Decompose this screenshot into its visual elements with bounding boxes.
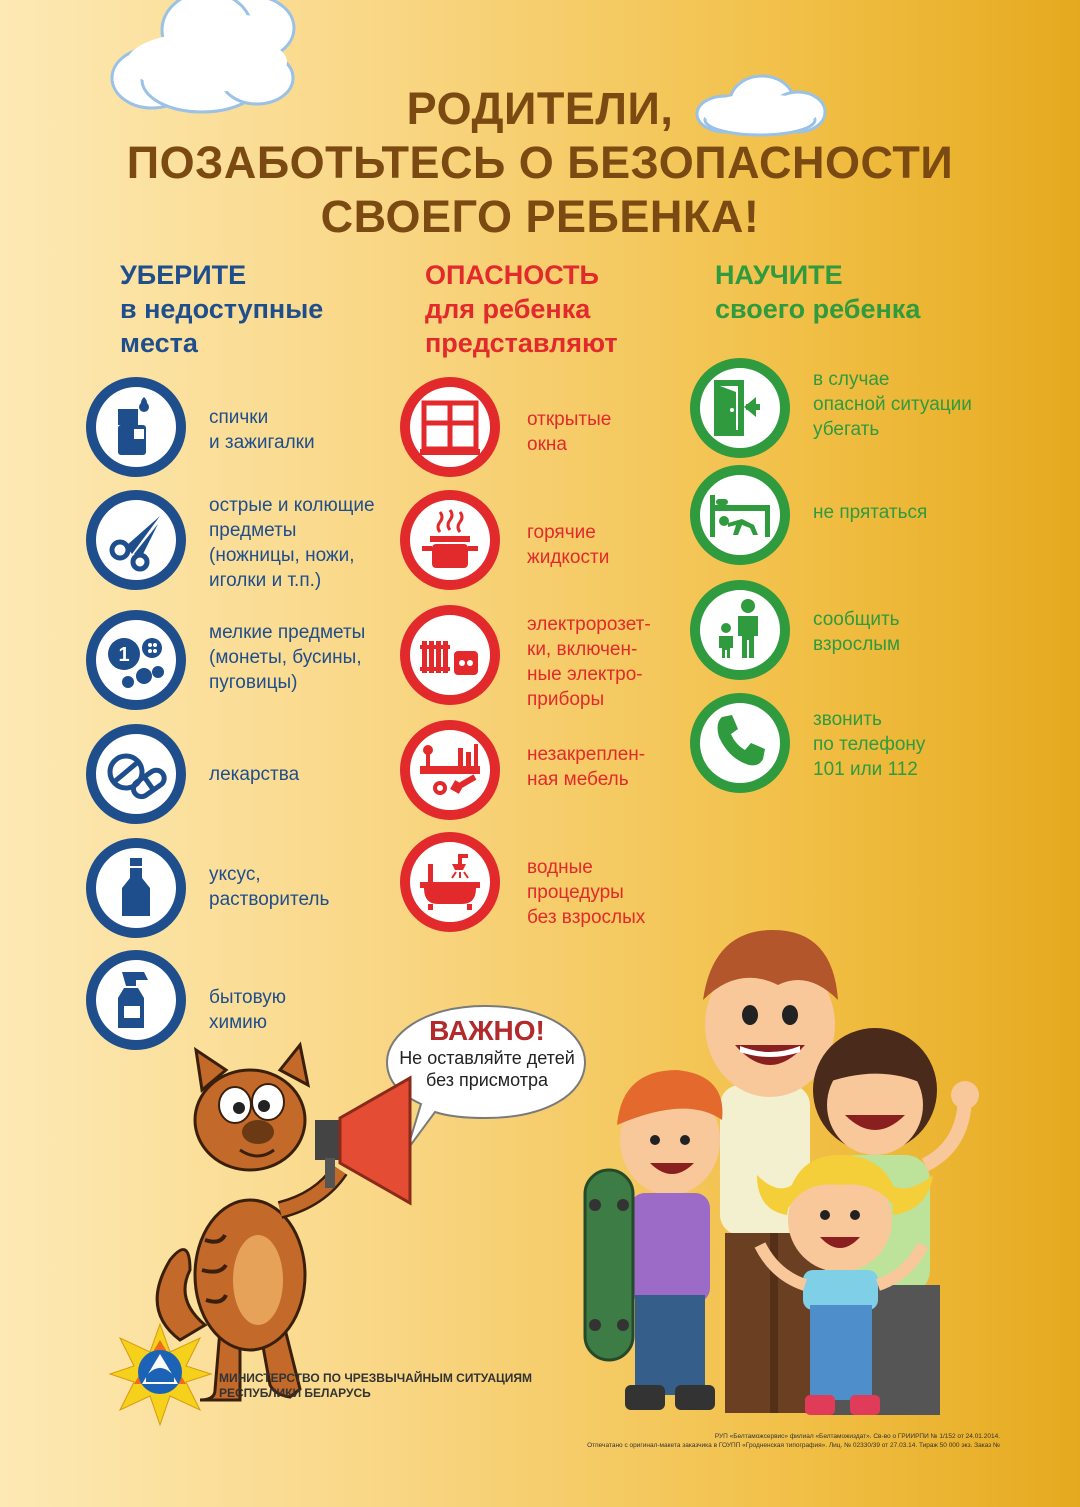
left-item-1-label: спички и зажигалки xyxy=(209,407,315,453)
imprint-line-2: Отпечатано с оригинал-макета заказчика в… xyxy=(587,1442,1000,1449)
important-line-1: Не оставляйте детей xyxy=(399,1048,575,1068)
pills-icon xyxy=(86,724,186,824)
exit-door-icon xyxy=(690,358,790,458)
title-line-1: РОДИТЕЛИ, xyxy=(406,83,674,134)
ministry-emblem-icon xyxy=(108,1322,213,1427)
left-item-4-label: лекарства xyxy=(209,764,300,785)
cloud-left-icon xyxy=(110,0,296,114)
left-item-6-label: бытовую химию xyxy=(209,987,287,1033)
important-notice: ВАЖНО! Не оставляйте детей без присмотра xyxy=(387,1015,587,1091)
right-item-1-label: в случае опасной ситуации убегать xyxy=(813,369,972,440)
scissors-icon xyxy=(86,490,186,590)
coins-buttons-icon: 1 xyxy=(86,610,186,710)
left-item-2-label: острые и колющие предметы (ножницы, ножи… xyxy=(209,495,375,591)
lighter-matches-icon xyxy=(86,377,186,477)
ministry-name: МИНИСТЕРСТВО ПО ЧРЕЗВЫЧАЙНЫМ СИТУАЦИЯМ Р… xyxy=(219,1371,532,1401)
ministry-line-1: МИНИСТЕРСТВО ПО ЧРЕЗВЫЧАЙНЫМ СИТУАЦИЯМ xyxy=(219,1371,533,1385)
title-line-3: СВОЕГО РЕБЕНКА! xyxy=(320,191,760,242)
socket-heater-icon xyxy=(400,605,500,705)
imprint-line-1: РУП «Белтаможсервис» филиал «Белтаможизд… xyxy=(714,1433,1000,1440)
cat-mascot-illustration xyxy=(155,1041,412,1402)
speech-bubble xyxy=(385,1004,587,1151)
left-heading-line-1: УБЕРИТЕ xyxy=(120,260,247,290)
right-heading-line-1: НАУЧИТЕ xyxy=(715,260,843,290)
middle-item-5-label: водные процедуры без взрослых xyxy=(527,857,646,928)
spray-bottle-icon xyxy=(86,950,186,1050)
title-line-2: ПОЗАБОТЬТЕСЬ О БЕЗОПАСНОСТИ xyxy=(126,137,954,188)
middle-item-4-label: незакреплен- ная мебель xyxy=(527,744,646,790)
left-item-3-label: мелкие предметы (монеты, бусины, пуговиц… xyxy=(209,622,366,693)
left-heading-line-3: места xyxy=(120,328,198,358)
right-item-2-label: не прятаться xyxy=(813,502,928,523)
middle-item-3-label: электророзет- ки, включен- ные электро- … xyxy=(527,614,651,710)
ministry-line-2: РЕСПУБЛИКИ БЕЛАРУСЬ xyxy=(219,1386,371,1400)
bathtub-icon xyxy=(400,832,500,932)
middle-heading-line-1: ОПАСНОСТЬ xyxy=(425,260,599,290)
hot-pot-icon xyxy=(400,490,500,590)
middle-item-1-label: открытые окна xyxy=(527,409,612,455)
cloud-right-icon xyxy=(695,74,827,137)
left-heading-line-2: в недоступные xyxy=(120,294,324,324)
svg-text:1: 1 xyxy=(118,644,129,666)
middle-item-2-label: горячие жидкости xyxy=(527,522,610,568)
imprint-text: РУП «Белтаможсервис» филиал «Белтаможизд… xyxy=(480,1432,1000,1450)
phone-icon xyxy=(690,693,790,793)
under-bed-icon xyxy=(690,465,790,565)
right-heading-line-2: своего ребенка xyxy=(715,294,921,324)
important-title: ВАЖНО! xyxy=(429,1015,545,1046)
window-icon xyxy=(400,377,500,477)
right-item-3-label: сообщить взрослым xyxy=(813,609,901,655)
bottle-icon xyxy=(86,838,186,938)
adult-child-icon xyxy=(690,580,790,680)
important-line-2: без присмотра xyxy=(425,1070,549,1090)
middle-column-heading: ОПАСНОСТЬ для ребенка представляют xyxy=(425,258,618,360)
shelf-icon xyxy=(400,720,500,820)
left-column-heading: УБЕРИТЕ в недоступные места xyxy=(120,258,323,360)
left-item-5-label: уксус, растворитель xyxy=(209,864,330,910)
middle-heading-line-3: представляют xyxy=(425,328,618,358)
middle-heading-line-2: для ребенка xyxy=(425,294,591,324)
family-illustration xyxy=(583,930,979,1415)
right-column-heading: НАУЧИТЕ своего ребенка xyxy=(715,258,920,326)
right-item-4-label: звонить по телефону 101 или 112 xyxy=(813,709,926,780)
